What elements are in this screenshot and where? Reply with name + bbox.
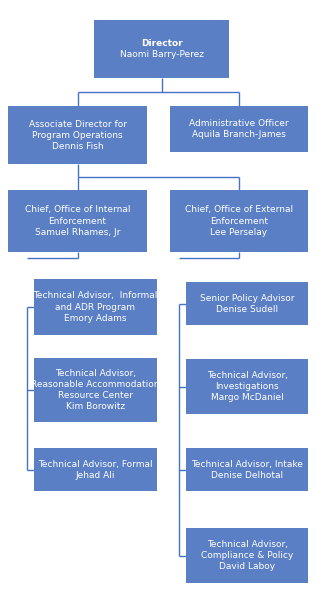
Text: Technical Advisor,: Technical Advisor, [55,369,136,378]
Text: Lee Perselay: Lee Perselay [211,228,267,236]
FancyBboxPatch shape [8,106,147,164]
FancyBboxPatch shape [186,448,308,491]
Text: Aquila Branch-James: Aquila Branch-James [192,130,286,139]
Text: Naomi Barry-Perez: Naomi Barry-Perez [120,50,203,59]
Text: Enforcement: Enforcement [48,217,107,225]
Text: Samuel Rhames, Jr: Samuel Rhames, Jr [35,228,120,236]
Text: Technical Advisor, Intake: Technical Advisor, Intake [191,460,303,468]
Text: Resource Center: Resource Center [58,391,133,400]
Text: Technical Advisor,  Informal: Technical Advisor, Informal [33,292,158,300]
Text: Chief, Office of Internal: Chief, Office of Internal [25,206,130,214]
Text: Program Operations: Program Operations [32,131,123,139]
FancyBboxPatch shape [186,528,308,583]
FancyBboxPatch shape [8,190,147,252]
FancyBboxPatch shape [34,357,157,422]
Text: Technical Advisor, Formal: Technical Advisor, Formal [38,460,152,468]
Text: Technical Advisor,: Technical Advisor, [207,371,287,380]
FancyBboxPatch shape [94,20,229,78]
Text: David Laboy: David Laboy [219,562,275,571]
Text: Jehad Ali: Jehad Ali [76,471,115,480]
Text: Compliance & Policy: Compliance & Policy [201,551,293,560]
FancyBboxPatch shape [170,106,308,152]
Text: Emory Adams: Emory Adams [64,314,127,322]
Text: Chief, Office of External: Chief, Office of External [185,206,293,214]
Text: Enforcement: Enforcement [210,217,268,225]
Text: Associate Director for: Associate Director for [28,120,127,128]
FancyBboxPatch shape [170,190,308,252]
Text: Dennis Fish: Dennis Fish [52,142,103,150]
Text: Director: Director [141,39,182,48]
Text: Denise Sudell: Denise Sudell [216,305,278,314]
Text: Investigations: Investigations [215,383,279,391]
Text: and ADR Program: and ADR Program [55,303,135,311]
Text: Denise Delhotal: Denise Delhotal [211,471,283,480]
FancyBboxPatch shape [186,282,308,325]
Text: Reasonable Accommodation: Reasonable Accommodation [31,380,160,389]
Text: Technical Advisor,: Technical Advisor, [207,540,287,549]
Text: Senior Policy Advisor: Senior Policy Advisor [200,294,294,303]
Text: Administrative Officer: Administrative Officer [189,119,289,128]
FancyBboxPatch shape [34,448,157,491]
Text: Margo McDaniel: Margo McDaniel [211,394,284,402]
FancyBboxPatch shape [34,279,157,335]
FancyBboxPatch shape [186,359,308,414]
Text: Kim Borowitz: Kim Borowitz [66,402,125,411]
